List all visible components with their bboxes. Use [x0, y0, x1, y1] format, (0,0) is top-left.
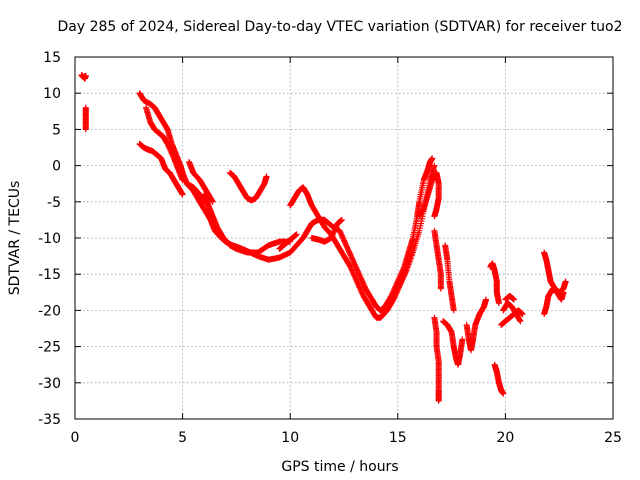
data-point — [450, 307, 457, 314]
y-tick-label: -20 — [38, 303, 61, 319]
x-tick-label: 15 — [389, 430, 407, 446]
data-point — [209, 198, 216, 205]
x-tick-label: 0 — [71, 430, 80, 446]
axis-ticks: 0 5 10 15 20 25 15 10 5 0 -5 -10 -15 -20 -25 -30 -35 — [38, 50, 622, 446]
data-point — [179, 191, 186, 198]
y-tick-label: 15 — [43, 50, 61, 66]
x-tick-label: 10 — [281, 430, 299, 446]
data-point — [517, 318, 524, 325]
x-axis-label: GPS time / hours — [281, 459, 398, 475]
data-point — [459, 336, 466, 343]
y-tick-label: -30 — [38, 376, 61, 392]
data-point — [429, 155, 436, 162]
data-series — [78, 72, 569, 404]
y-tick-label: -35 — [38, 412, 61, 428]
y-axis-label: SDTVAR / TECUs — [7, 181, 23, 296]
data-point — [263, 173, 270, 180]
y-tick-label: 5 — [52, 122, 61, 138]
y-tick-label: 0 — [52, 159, 61, 175]
data-point — [81, 75, 88, 82]
data-point — [562, 278, 569, 285]
y-tick-label: -15 — [38, 267, 61, 283]
x-tick-label: 25 — [604, 430, 622, 446]
data-point — [437, 285, 444, 292]
data-point — [500, 390, 507, 397]
data-point — [435, 397, 442, 404]
data-point — [179, 177, 186, 184]
data-point — [483, 296, 490, 303]
data-point — [431, 213, 438, 220]
data-point — [511, 296, 518, 303]
data-point — [560, 289, 567, 296]
y-tick-label: -10 — [38, 231, 61, 247]
x-tick-label: 20 — [496, 430, 514, 446]
y-tick-label: 10 — [43, 86, 61, 102]
y-tick-label: -5 — [47, 195, 61, 211]
data-point — [82, 126, 89, 133]
plot-frame — [74, 56, 614, 420]
data-point — [495, 300, 502, 307]
data-point — [431, 162, 438, 169]
data-point — [519, 311, 526, 318]
data-point — [338, 216, 345, 223]
y-tick-label: -25 — [38, 340, 61, 356]
data-point — [293, 231, 300, 238]
x-tick-label: 5 — [178, 430, 187, 446]
chart-title: Day 285 of 2024, Sidereal Day-to-day VTE… — [57, 19, 622, 35]
